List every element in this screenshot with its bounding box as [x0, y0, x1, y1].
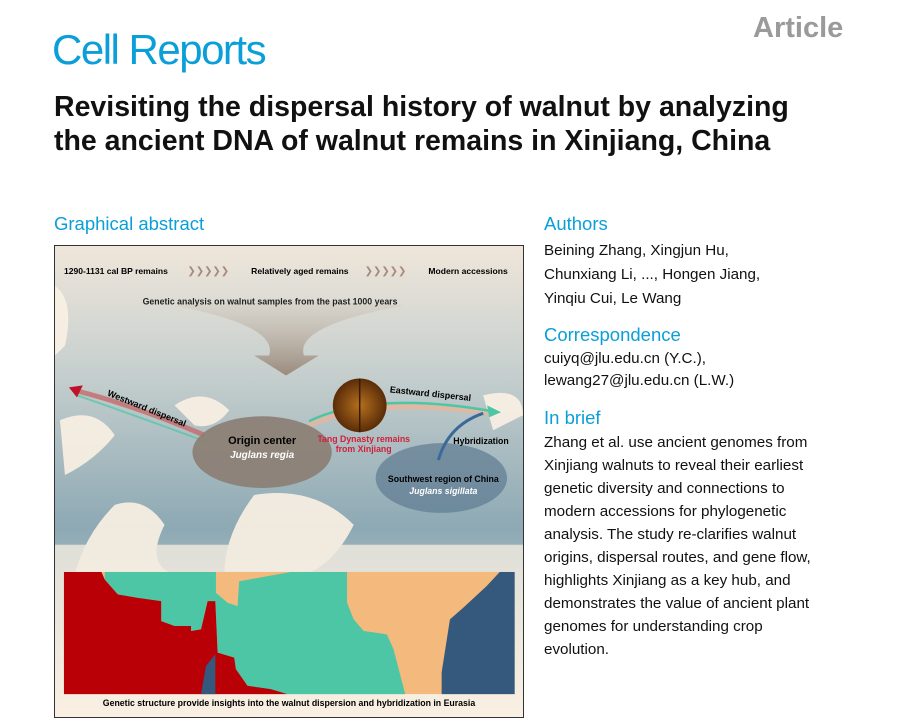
right-column: Authors Beining Zhang, Xingjun Hu, Chunx…: [544, 213, 894, 661]
email-link[interactable]: lewang27@jlu.edu.cn (L.W.): [544, 372, 735, 389]
timeline-aged: Relatively aged remains: [251, 266, 349, 276]
authors-heading: Authors: [544, 213, 608, 234]
westward-arrowhead: [68, 385, 83, 398]
origin-species: Juglans regia: [230, 450, 295, 461]
southwest-ellipse: [375, 443, 508, 513]
timeline: 1290-1131 cal BP remains ❯❯❯❯❯ Relativel…: [64, 266, 508, 277]
graphical-abstract-image: 1290-1131 cal BP remains ❯❯❯❯❯ Relativel…: [55, 246, 523, 717]
in-brief-line: genomes for understanding crop: [544, 618, 763, 635]
authors-line: Beining Zhang, Xingjun Hu,: [544, 242, 729, 259]
email-link[interactable]: cuiyq@jlu.edu.cn (Y.C.),: [544, 350, 707, 367]
eastward-arrow: [307, 403, 494, 428]
in-brief-line: evolution.: [544, 641, 610, 658]
timeline-modern: Modern accessions: [428, 266, 508, 276]
hybridization-arrow: [436, 411, 484, 461]
southwest-label: Southwest region of China: [388, 474, 499, 484]
funnel-arrow: [174, 300, 404, 376]
blue-ancestry: [441, 571, 515, 695]
analysis-label: Genetic analysis on walnut samples from …: [143, 297, 398, 307]
graphical-abstract-figure: 1290-1131 cal BP remains ❯❯❯❯❯ Relativel…: [54, 245, 524, 718]
in-brief-line: origins, dispersal routes, and gene flow…: [544, 549, 811, 566]
in-brief-text: Zhang et al. use ancient genomes from Xi…: [544, 431, 894, 661]
authors-list: Beining Zhang, Xingjun Hu, Chunxiang Li,…: [544, 239, 894, 311]
origin-center-ellipse: [192, 416, 332, 488]
blue-ancestry-minor: [201, 654, 216, 695]
article-type: Article: [753, 12, 844, 44]
in-brief-heading: In brief: [544, 407, 601, 428]
correspondence-heading: Correspondence: [544, 324, 681, 345]
teal-ancestry: [104, 571, 406, 695]
correspondence-list: cuiyq@jlu.edu.cn (Y.C.), lewang27@jlu.ed…: [544, 348, 894, 392]
in-brief-line: Zhang et al. use ancient genomes from: [544, 434, 808, 451]
in-brief-line: analysis. The study re-clarifies walnut: [544, 526, 797, 543]
figure-caption: Genetic structure provide insights into …: [103, 698, 476, 708]
red-ancestry: [63, 571, 288, 695]
origin-label: Origin center: [228, 435, 297, 447]
westward-arrow: [74, 387, 206, 438]
tang-label-2: from Xinjiang: [336, 444, 392, 454]
in-brief-line: modern accessions for phylogenetic: [544, 503, 787, 520]
hybridization-label: Hybridization: [453, 436, 508, 446]
authors-line: Chunxiang Li, ..., Hongen Jiang,: [544, 266, 761, 283]
journal-logo: Cell Reports: [52, 26, 267, 73]
in-brief-line: genetic diversity and connections to: [544, 480, 785, 497]
in-brief-line: highlights Xinjiang as a key hub, and: [544, 572, 791, 589]
in-brief-line: demonstrates the value of ancient plant: [544, 595, 810, 612]
authors-line: Yinqiu Cui, Le Wang: [544, 290, 682, 307]
southwest-species: Juglans sigillata: [409, 486, 477, 496]
chevrons-icon: ❯❯❯❯❯: [365, 266, 407, 277]
timeline-ancient: 1290-1131 cal BP remains: [64, 266, 168, 276]
graphical-abstract-heading: Graphical abstract: [54, 213, 205, 234]
in-brief-line: Xinjiang walnuts to reveal their earlies…: [544, 457, 804, 474]
tang-label-1: Tang Dynasty remains: [317, 434, 410, 444]
chevrons-icon: ❯❯❯❯❯: [187, 266, 229, 277]
genetic-structure-plot: [63, 571, 515, 695]
article-title: Revisiting the dispersal history of waln…: [54, 91, 789, 157]
